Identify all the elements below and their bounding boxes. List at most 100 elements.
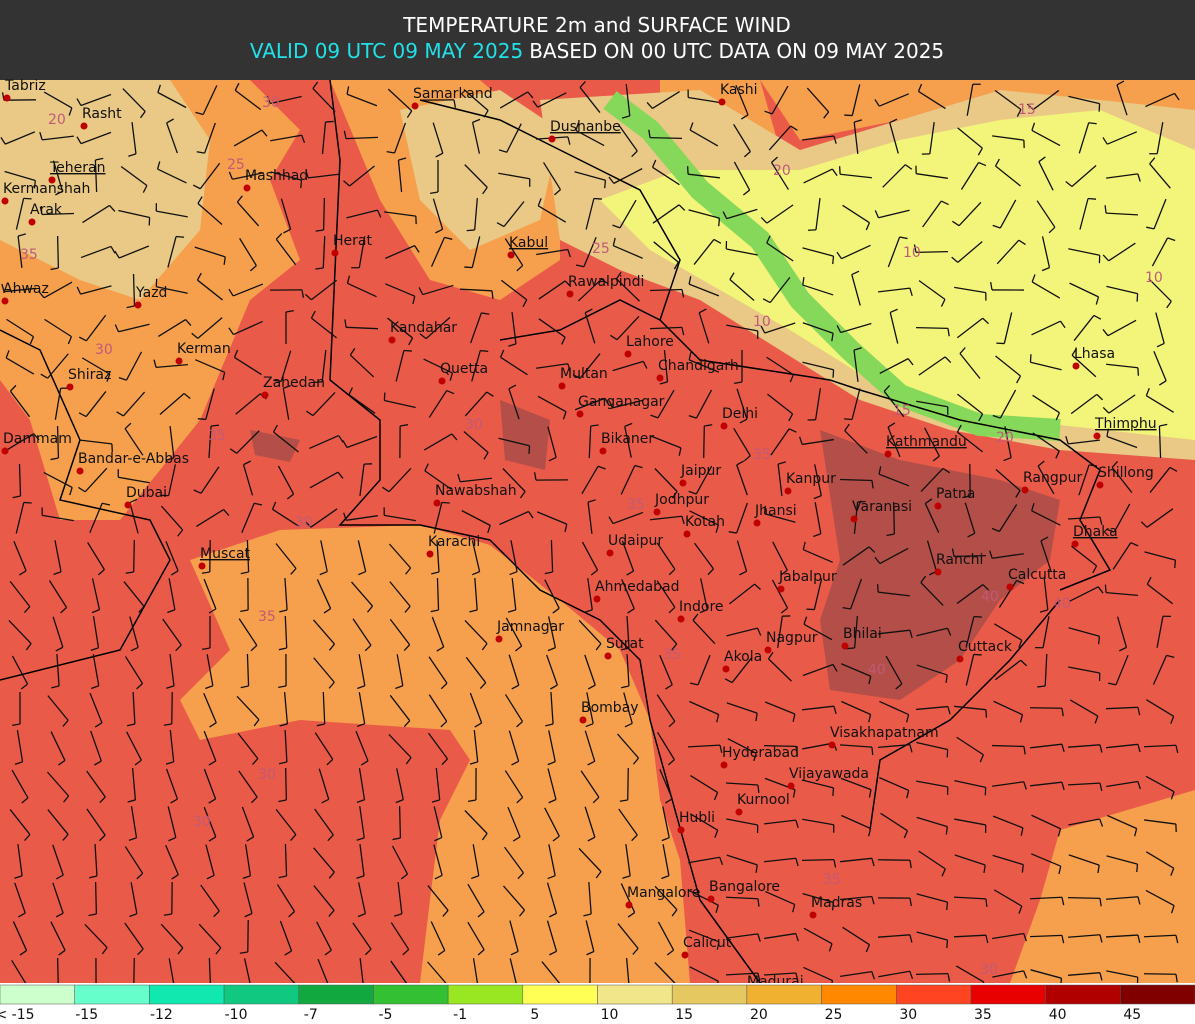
barb-shaft — [853, 350, 859, 382]
barb-flag — [1037, 460, 1045, 467]
barb-flag — [792, 713, 796, 722]
barb-flag — [193, 489, 202, 494]
barb-shaft — [548, 844, 556, 876]
barb-flag — [903, 830, 909, 839]
barb-shaft — [384, 211, 416, 217]
barb-shaft — [621, 540, 635, 572]
barb-flag — [419, 333, 427, 340]
barb-shaft — [1067, 896, 1101, 900]
barb-flag — [757, 898, 760, 907]
barb-flag — [208, 798, 216, 804]
barb-shaft — [851, 388, 861, 420]
barb-flag — [91, 685, 99, 690]
city-label: Dammam — [3, 431, 72, 447]
barb-shaft — [47, 809, 69, 835]
barb-shaft — [803, 927, 833, 945]
barb-flag — [251, 796, 258, 804]
barb-shaft — [916, 741, 948, 751]
barb-shaft — [280, 350, 292, 382]
barb-shaft — [423, 358, 453, 374]
barb-shaft — [954, 854, 986, 866]
barb-flag — [222, 372, 226, 381]
city-label: Muscat — [200, 546, 251, 562]
barb-shaft — [841, 700, 871, 716]
barb-shaft — [839, 744, 873, 748]
barb-shaft — [48, 580, 68, 608]
barb-shaft — [583, 236, 597, 268]
barb-shaft — [56, 425, 60, 459]
barb-flag — [244, 912, 253, 918]
barb-shaft — [726, 248, 758, 256]
barb-shaft — [995, 355, 1021, 377]
barb-flag — [366, 605, 374, 613]
barb-shaft — [1032, 89, 1060, 111]
barb-flag — [1099, 516, 1103, 525]
barb-shaft — [542, 162, 562, 190]
city-dot — [411, 102, 419, 110]
barb-flag — [756, 627, 762, 636]
barb-flag — [516, 264, 524, 272]
barb-shaft — [1145, 92, 1175, 108]
barb-shaft — [470, 312, 482, 344]
barb-flag — [854, 119, 863, 123]
barb-shaft — [767, 393, 793, 415]
barb-shaft — [842, 546, 870, 566]
barb-shaft — [282, 388, 290, 420]
barb-shaft — [1158, 425, 1162, 459]
barb-shaft — [995, 165, 1021, 187]
barb-shaft — [966, 84, 974, 116]
barb-flag — [0, 137, 6, 145]
barb-shaft — [236, 695, 260, 721]
barb-shaft — [581, 465, 599, 495]
barb-flag — [742, 189, 751, 196]
barb-shaft — [504, 770, 524, 798]
barb-flag — [118, 377, 127, 381]
barb-flag — [813, 533, 822, 538]
colorbar-label: -12 — [150, 1007, 173, 1023]
barb-shaft — [916, 627, 948, 637]
barb-flag — [223, 256, 226, 265]
city-dot — [656, 374, 664, 382]
barb-flag — [1087, 197, 1097, 200]
barb-shaft — [765, 890, 795, 906]
barb-shaft — [918, 280, 946, 300]
barb-flag — [441, 501, 450, 504]
barb-shaft — [802, 284, 834, 296]
barb-flag — [278, 875, 287, 879]
barb-shaft — [508, 730, 520, 762]
barb-flag — [621, 685, 630, 689]
barb-flag — [608, 516, 614, 524]
barb-flag — [668, 606, 676, 614]
barb-flag — [1099, 898, 1102, 907]
barb-shaft — [463, 89, 489, 111]
barb-flag — [402, 948, 410, 956]
barb-shaft — [657, 732, 675, 760]
city-dot — [681, 951, 689, 959]
barb-shaft — [42, 135, 74, 141]
barb-shaft — [1031, 281, 1061, 299]
barb-shaft — [85, 391, 107, 417]
barb-flag — [481, 312, 490, 315]
barb-flag — [279, 609, 288, 613]
barb-flag — [846, 647, 855, 650]
barb-shaft — [158, 319, 186, 337]
barb-shaft — [688, 283, 720, 297]
barb-flag — [713, 792, 719, 801]
barb-shaft — [357, 540, 367, 572]
barb-flag — [713, 238, 722, 244]
barb-shaft — [689, 966, 719, 982]
barb-shaft — [1068, 972, 1100, 976]
barb-shaft — [389, 581, 411, 607]
barb-shaft — [998, 504, 1018, 532]
barb-shaft — [349, 165, 375, 187]
barb-flag — [55, 874, 64, 880]
barb-shaft — [546, 882, 558, 914]
barb-flag — [537, 198, 542, 207]
barb-shaft — [580, 770, 600, 798]
barb-shaft — [464, 391, 488, 417]
barb-shaft — [236, 201, 260, 227]
barb-flag — [601, 278, 609, 285]
barb-shaft — [574, 171, 606, 181]
barb-shaft — [1031, 853, 1061, 867]
barb-shaft — [433, 502, 443, 534]
